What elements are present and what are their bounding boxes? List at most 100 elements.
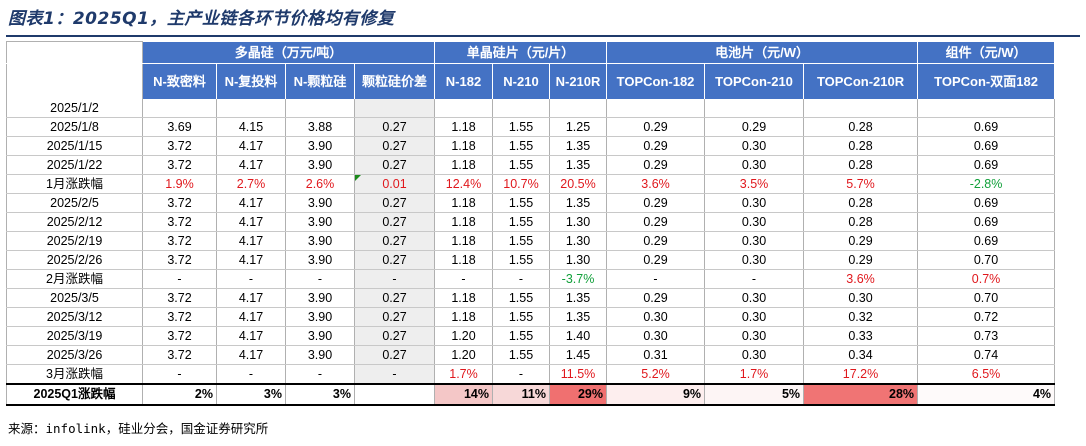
column-header: N-颗粒硅 (285, 63, 355, 99)
value-cell: - (434, 269, 493, 289)
value-cell: - (216, 364, 286, 385)
total-cell: 28% (803, 383, 919, 406)
value-cell: 1.7% (704, 364, 805, 385)
value-cell: - (216, 269, 286, 289)
value-cell: 0.74 (917, 345, 1056, 365)
value-cell: 0.27 (354, 212, 435, 232)
value-cell: 0.27 (354, 326, 435, 346)
value-cell: 3.90 (285, 155, 355, 175)
quarter-total-row: 2025Q1涨跌幅 2% 3% 3% 14% 11% 29% 9% 5% 28% 4% (6, 383, 1056, 406)
table-row: 2025/1/15 3.72 4.17 3.90 0.27 1.18 1.55 1.35 0.2… (6, 136, 1056, 156)
value-cell: 0.30 (704, 250, 805, 270)
value-cell: 3.72 (142, 136, 217, 156)
value-cell: 1.55 (492, 193, 550, 213)
value-cell: 1.9% (142, 174, 217, 194)
total-cell: 14% (434, 383, 493, 406)
value-cell: - (285, 364, 355, 385)
table-body: 2025/1/2 2025/1/8 3.69 4.15 3.88 0.27 1.18 1.55… (6, 99, 1056, 406)
value-cell: 0.69 (917, 136, 1056, 156)
value-cell: 0.29 (606, 155, 706, 175)
value-cell: 0.30 (704, 326, 805, 346)
value-cell: 3.5% (704, 174, 805, 194)
value-cell (549, 99, 608, 118)
total-cell: 3% (216, 383, 286, 406)
value-cell: 4.17 (216, 231, 286, 251)
value-cell: 0.30 (704, 345, 805, 365)
value-cell: - (285, 269, 355, 289)
table-row: 2025/1/8 3.69 4.15 3.88 0.27 1.18 1.55 1.25 0.29… (6, 117, 1056, 137)
total-cell: 9% (606, 383, 706, 406)
value-cell: 3.72 (142, 307, 217, 327)
change-row: 3月涨跌幅 - - - -1.7% -11.5% 5.2% 1.7% 17.2% 6.5% (6, 364, 1056, 385)
value-cell: 3.72 (142, 326, 217, 346)
value-cell: 3.72 (142, 212, 217, 232)
total-cell: 11% (492, 383, 550, 406)
value-cell: 3.90 (285, 345, 355, 365)
column-header: N-210R (549, 63, 608, 99)
value-cell: 1.40 (549, 326, 608, 346)
column-header: N-210 (492, 63, 550, 99)
value-cell: 0.32 (803, 307, 919, 327)
value-cell: 0.29 (606, 288, 706, 308)
value-cell: 0.28 (803, 193, 919, 213)
value-cell: 1.25 (549, 117, 608, 137)
value-cell: 3.72 (142, 250, 217, 270)
value-cell: 0.30 (803, 288, 919, 308)
value-cell: 0.69 (917, 155, 1056, 175)
table-row: 2025/3/5 3.72 4.17 3.90 0.27 1.18 1.55 1.35 0.29… (6, 288, 1056, 308)
value-cell: 4.15 (216, 117, 286, 137)
table-header: 多晶硅（万元/吨） 单晶硅片（元/片） 电池片（元/W） 组件（元/W） N-致密料 N… (6, 41, 1056, 99)
column-header: TOPCon-210 (704, 63, 805, 99)
value-cell: 3.90 (285, 136, 355, 156)
value-cell: 0.28 (803, 212, 919, 232)
table-row: 2025/3/12 3.72 4.17 3.90 0.27 1.18 1.55 1.35 0.3… (6, 307, 1056, 327)
group-header: 电池片（元/W） (606, 41, 919, 64)
value-cell: 1.55 (492, 307, 550, 327)
total-cell: 3% (285, 383, 355, 406)
value-cell (434, 99, 493, 118)
value-cell: 3.90 (285, 307, 355, 327)
value-cell: 3.90 (285, 326, 355, 346)
value-cell: - (142, 269, 217, 289)
table-row: 2025/3/26 3.72 4.17 3.90 0.27 1.20 1.55 1.45 0.3… (6, 345, 1056, 365)
total-cell: 2% (142, 383, 217, 406)
value-cell: 0.29 (606, 193, 706, 213)
value-cell: 1.35 (549, 136, 608, 156)
change-label: 1月涨跌幅 (6, 174, 143, 194)
value-cell: 0.27 (354, 250, 435, 270)
column-header: 颗粒硅价差 (354, 63, 435, 99)
value-cell: 4.17 (216, 250, 286, 270)
value-cell: 1.18 (434, 136, 493, 156)
value-cell: 0.27 (354, 155, 435, 175)
value-cell: 0.31 (606, 345, 706, 365)
value-cell: 0.30 (704, 231, 805, 251)
date-cell: 2025/1/15 (6, 136, 143, 156)
value-cell: 3.90 (285, 231, 355, 251)
value-cell: 1.18 (434, 250, 493, 270)
figure-title: 图表1：2025Q1，主产业链各环节价格均有修复 (8, 9, 395, 29)
value-cell: 1.35 (549, 155, 608, 175)
value-cell: - (354, 364, 435, 385)
change-row: 2月涨跌幅 - - - - - - -3.7% - -3.6% 0.7% (6, 269, 1056, 289)
value-cell: 1.35 (549, 307, 608, 327)
value-cell: 3.72 (142, 155, 217, 175)
value-cell: 0.70 (917, 288, 1056, 308)
table-row: 2025/2/5 3.72 4.17 3.90 0.27 1.18 1.55 1.35 0.29… (6, 193, 1056, 213)
value-cell: 0.69 (917, 212, 1056, 232)
value-cell: 0.29 (803, 250, 919, 270)
value-cell: 0.69 (917, 231, 1056, 251)
date-cell: 2025/3/5 (6, 288, 143, 308)
value-cell: 5.2% (606, 364, 706, 385)
value-cell (216, 99, 286, 118)
value-cell: 0.30 (704, 136, 805, 156)
change-label: 3月涨跌幅 (6, 364, 143, 385)
value-cell: 12.4% (434, 174, 493, 194)
value-cell: 3.6% (606, 174, 706, 194)
value-cell: 4.17 (216, 155, 286, 175)
group-header: 组件（元/W） (917, 41, 1056, 64)
value-cell: - (354, 269, 435, 289)
value-cell: 0.27 (354, 307, 435, 327)
value-cell: 1.55 (492, 250, 550, 270)
value-cell: 1.18 (434, 212, 493, 232)
date-cell: 2025/3/26 (6, 345, 143, 365)
